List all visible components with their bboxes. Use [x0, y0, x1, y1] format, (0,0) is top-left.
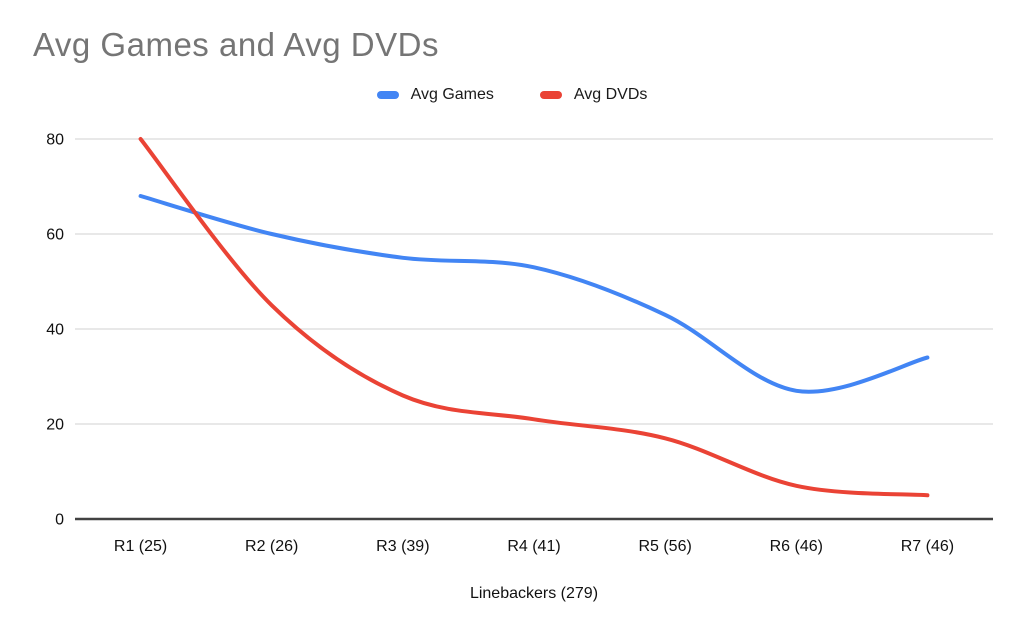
y-axis-tick-labels: 0 20 40 60 80 — [46, 132, 64, 529]
gridlines — [75, 138, 993, 521]
legend: Avg Games Avg DVDs — [0, 86, 1024, 104]
y-tick-label: 60 — [46, 227, 64, 244]
avg-games-series-swatch-icon — [376, 91, 399, 99]
avg-games-line[interactable] — [138, 194, 930, 394]
y-tick-label: 0 — [55, 512, 64, 529]
x-category-label: R3 (39) — [376, 538, 429, 555]
avg-dvds-line[interactable] — [138, 137, 930, 498]
legend-item-avg-games[interactable]: Avg Games — [376, 86, 494, 104]
legend-label-avg-games: Avg Games — [410, 86, 494, 103]
y-tick-label: 80 — [46, 132, 64, 149]
chart-title: Avg Games and Avg DVDs — [33, 26, 439, 63]
x-axis-title: Linebackers (279) — [470, 585, 598, 602]
y-tick-label: 20 — [46, 417, 64, 434]
legend-label-avg-dvds: Avg DVDs — [573, 86, 648, 103]
x-category-label: R6 (46) — [770, 538, 823, 555]
x-category-label: R5 (56) — [638, 538, 691, 555]
legend-item-avg-dvds[interactable]: Avg DVDs — [539, 86, 648, 104]
x-category-label: R1 (25) — [114, 538, 167, 555]
x-axis-category-labels: R1 (25) R2 (26) R3 (39) R4 (41) R5 (56) R6 (4… — [114, 538, 954, 555]
x-category-label: R7 (46) — [901, 538, 954, 555]
y-tick-label: 40 — [46, 322, 64, 339]
x-category-label: R2 (26) — [245, 538, 298, 555]
avg-dvds-series-swatch-icon — [539, 91, 562, 99]
x-category-label: R4 (41) — [507, 538, 560, 555]
